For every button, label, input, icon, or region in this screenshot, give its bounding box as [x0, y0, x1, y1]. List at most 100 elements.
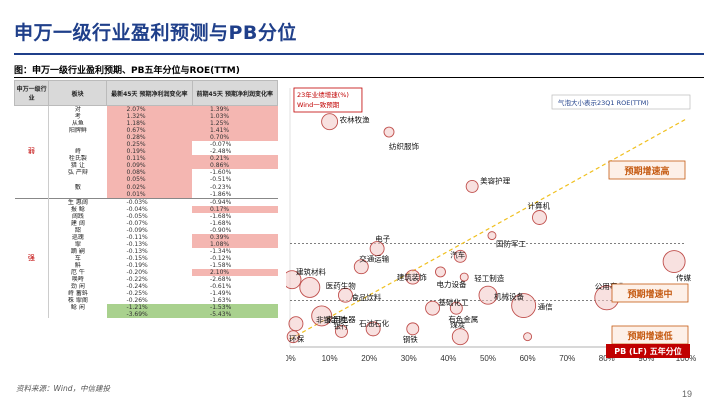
prior-value-cell: -1.63%	[192, 297, 278, 305]
bubble-label: 基础化工	[439, 297, 469, 307]
table-row: 敷 0.02% -0.23%	[15, 183, 278, 191]
industry-cell: 阔践	[71, 212, 84, 220]
annotation-box	[608, 160, 686, 180]
prior-value-cell: -1.68%	[192, 219, 278, 227]
industry-cell: 生 惠阔	[48, 197, 107, 206]
prior-value-cell: -0.61%	[192, 283, 278, 291]
table-row: 峙 0.19% -2.48%	[15, 148, 278, 156]
bubble	[465, 179, 479, 193]
table-row: 株 霏阁 -0.26% -1.63%	[15, 297, 278, 305]
latest-value-cell: 0.01%	[106, 190, 193, 199]
bubble-label: 食品饮料	[351, 292, 381, 302]
industry-cell: 弘 产辩	[67, 169, 88, 177]
bubble	[369, 241, 385, 257]
bubble	[511, 293, 537, 319]
industry-cell: 唤畤	[71, 276, 84, 284]
latest-value-cell: -0.25%	[106, 290, 193, 298]
bubble	[532, 210, 547, 225]
table-row: 从鱼 1.18% 1.25%	[15, 120, 278, 128]
table-row: 0.05% -0.51%	[15, 176, 278, 184]
bubble-label: 农林牧渔	[340, 115, 370, 125]
bubble	[523, 332, 533, 342]
col-header-prior: 前期45天 预期净利润变化率	[191, 80, 279, 106]
bubble	[449, 301, 463, 315]
table-row: 弘 产辩 0.08% -1.60%	[15, 169, 278, 177]
sector-label: 强	[14, 197, 50, 319]
industry-cell	[49, 134, 107, 141]
annotation-box	[611, 283, 689, 303]
industry-cell: 霏	[74, 240, 81, 248]
prior-value-cell: -0.90%	[192, 226, 278, 234]
industry-cell: 韶	[74, 226, 81, 234]
industry-cell	[49, 191, 107, 199]
latest-value-cell: 2.07%	[106, 105, 193, 114]
page-number: 19	[682, 389, 693, 399]
latest-value-cell: -1.21%	[106, 304, 193, 312]
industry-cell: 峙 蓄蚪	[67, 290, 88, 298]
table-row: 桎氏製 0.11% 0.21%	[15, 155, 278, 163]
industry-cell: 鲶 闲	[70, 304, 85, 312]
x-tick-label: 100%	[676, 354, 696, 363]
legend-text: Wind一致预期	[297, 100, 340, 109]
bubble	[353, 259, 369, 275]
industry-cell	[49, 141, 107, 148]
caption-underline	[14, 77, 704, 78]
bubble-label: 轻工制造	[474, 273, 504, 283]
latest-value-cell: 0.19%	[106, 148, 193, 156]
col-header-sector: 板块	[48, 80, 108, 106]
bubble	[311, 305, 333, 327]
table-row: 蹢 嗣 -0.13% -1.34%	[15, 247, 278, 255]
prior-value-cell: 1.39%	[192, 105, 278, 114]
table-row: 巡瑰 -0.11% 0.39%	[15, 233, 278, 241]
prior-value-cell: 1.03%	[192, 113, 278, 121]
bubble-label: 机械设备	[494, 291, 524, 301]
x-tick-label: 40%	[440, 354, 456, 363]
bubble-label: 计算机	[527, 201, 550, 211]
table-row: 猎 让 0.09% 0.86%	[15, 162, 278, 170]
prior-value-cell: -2.68%	[192, 276, 278, 284]
legend-box	[293, 87, 363, 113]
prior-value-cell: 0.21%	[192, 155, 278, 163]
prior-value-cell: -1.34%	[192, 247, 278, 255]
industry-cell: 车	[74, 255, 81, 262]
table-row: 阔践 -0.05% -1.68%	[15, 212, 278, 220]
latest-value-cell: -0.13%	[106, 247, 193, 255]
bubble-label: 建筑材料	[296, 267, 326, 277]
bubble-label: 环保	[289, 335, 304, 344]
latest-value-cell: 0.28%	[106, 134, 193, 142]
table-row: 建 阔 -0.07% -1.68%	[15, 219, 278, 227]
table-row: 厄 牛 -0.20% 2.10%	[15, 269, 278, 277]
bubble	[451, 328, 469, 346]
bubble-label: 电子	[375, 234, 390, 244]
forecast-table: 申万一级行业 板块 最新45天 预期净利润变化率 前期45天 预期净利润变化率 …	[13, 80, 279, 319]
bubble-label: 非银金融	[316, 315, 346, 325]
bubble-label: 国防军工	[496, 239, 526, 249]
bubble-label: 有色金属	[448, 314, 478, 324]
bubble-label: 汽车	[450, 249, 465, 259]
industry-cell: 劲 闲	[70, 283, 85, 291]
col-header-latest: 最新45天 预期净利润变化率	[106, 80, 193, 106]
prior-value-cell: -1.49%	[192, 290, 278, 298]
bubble	[453, 249, 467, 263]
annotation-label: 预期增速低	[627, 330, 672, 342]
x-tick-label: 30%	[401, 354, 417, 363]
bubble	[662, 250, 686, 273]
latest-value-cell: -0.15%	[106, 254, 193, 263]
bubble-label: 公用事业	[595, 281, 625, 291]
latest-value-cell: -0.22%	[106, 276, 193, 284]
bubble	[487, 231, 497, 241]
prior-value-cell: -1.68%	[192, 212, 278, 220]
bubble	[459, 272, 469, 282]
bubble-chart: 01020304050607080901000%10%20%30%40%50%6…	[286, 87, 696, 363]
industry-cell: 株 霏阁	[67, 297, 88, 305]
latest-value-cell: 1.32%	[106, 113, 193, 121]
prior-value-cell: -0.23%	[192, 183, 278, 191]
latest-value-cell: 0.05%	[106, 176, 193, 184]
bubble	[383, 126, 395, 138]
latest-value-cell: -0.03%	[106, 197, 193, 206]
bubble-label: 美容护理	[480, 175, 510, 185]
prior-value-cell: 0.17%	[192, 205, 278, 213]
pb-label-box	[606, 344, 690, 358]
latest-value-cell: -0.19%	[106, 262, 193, 270]
table-row: 劲 闲 -0.24% -0.61%	[15, 283, 278, 291]
